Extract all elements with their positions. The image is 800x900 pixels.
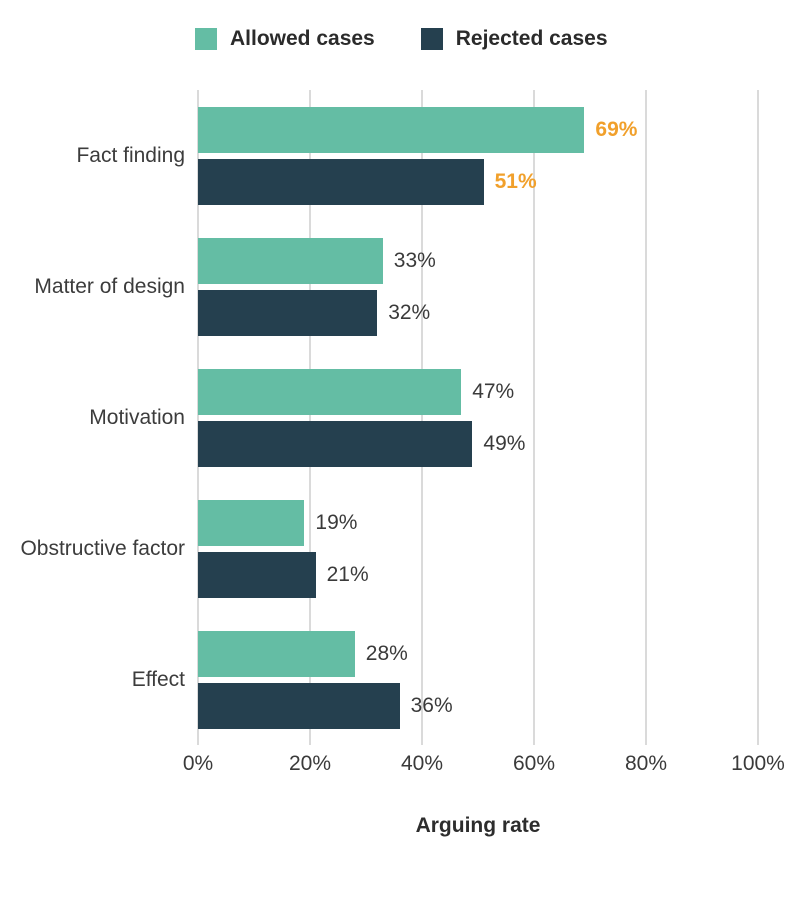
tick-label-80%: 80% [624, 752, 668, 775]
tick-label-40%: 40% [400, 752, 444, 775]
legend-label-rejected: Rejected cases [455, 27, 608, 50]
value-label: 49% [483, 431, 526, 455]
gridline-100% [757, 90, 759, 745]
bar-allowed-cases [198, 368, 462, 415]
value-label: 28% [365, 641, 408, 665]
legend-item-rejected: Rejected cases [420, 27, 608, 51]
gridline-80% [645, 90, 647, 745]
gridline-20% [309, 90, 311, 745]
legend-swatch-rejected-icon [420, 28, 443, 50]
gridline-0% [197, 90, 199, 745]
value-label: 32% [388, 300, 431, 324]
value-label: 47% [472, 379, 515, 403]
value-label: 19% [315, 510, 358, 534]
bar-line: 51% [198, 158, 758, 205]
legend-label-allowed: Allowed cases [230, 27, 375, 50]
bar-rejected-cases [198, 420, 473, 467]
bar-allowed-cases [198, 499, 305, 546]
category-label: Effect [131, 667, 185, 691]
bar-allowed-cases [198, 630, 355, 677]
gridline-40% [421, 90, 423, 745]
bar-rejected-cases [198, 682, 400, 729]
category-row-5: Effect 28% 36% [132, 614, 758, 745]
bar-line: 19% [198, 499, 758, 546]
category-row-3: Motivation 47% 49% [89, 352, 758, 483]
category-label: Matter of design [34, 274, 185, 298]
bar-rejected-cases [198, 289, 378, 336]
tick-label-60%: 60% [512, 752, 556, 775]
bar-line: 49% [198, 420, 758, 467]
category-label: Motivation [89, 405, 185, 429]
bar-line: 21% [198, 551, 758, 598]
bar-rows: Fact finding 69% 51% Matter of design 33% 32%… [20, 90, 758, 745]
category-row-2: Matter of design 33% 32% [34, 221, 758, 352]
legend: Allowed cases Rejected cases [195, 27, 608, 51]
value-label: 36% [410, 693, 453, 717]
value-label: 51% [494, 169, 537, 193]
tick-label-100%: 100% [731, 752, 785, 775]
x-axis-ticks: 0% 20% 40% 60% 80% 100% [183, 752, 785, 782]
bar-allowed-cases [198, 106, 585, 153]
value-label: 33% [393, 248, 436, 272]
value-label: 69% [595, 117, 638, 141]
bar-line: 32% [198, 289, 758, 336]
category-row-1: Fact finding 69% 51% [76, 90, 758, 221]
tick-label-0%: 0% [182, 752, 214, 775]
bar-line: 33% [198, 237, 758, 284]
bar-line: 36% [198, 682, 758, 729]
bar-rejected-cases [198, 551, 316, 598]
legend-item-allowed: Allowed cases [195, 27, 375, 51]
bar-line: 28% [198, 630, 758, 677]
bar-line: 69% [198, 106, 758, 153]
legend-swatch-allowed-icon [195, 28, 217, 50]
plot-area: Fact finding 69% 51% Matter of design 33% 32%… [20, 90, 759, 745]
value-label: 21% [326, 562, 369, 586]
tick-label-20%: 20% [288, 752, 332, 775]
category-row-4: Obstructive factor 19% 21% [20, 483, 758, 614]
gridline-60% [533, 90, 535, 745]
x-axis-title: Arguing rate [415, 814, 541, 837]
bar-allowed-cases [198, 237, 383, 284]
bar-line: 47% [198, 368, 758, 415]
category-label: Obstructive factor [20, 536, 185, 560]
category-label: Fact finding [76, 143, 185, 167]
bar-rejected-cases [198, 158, 484, 205]
